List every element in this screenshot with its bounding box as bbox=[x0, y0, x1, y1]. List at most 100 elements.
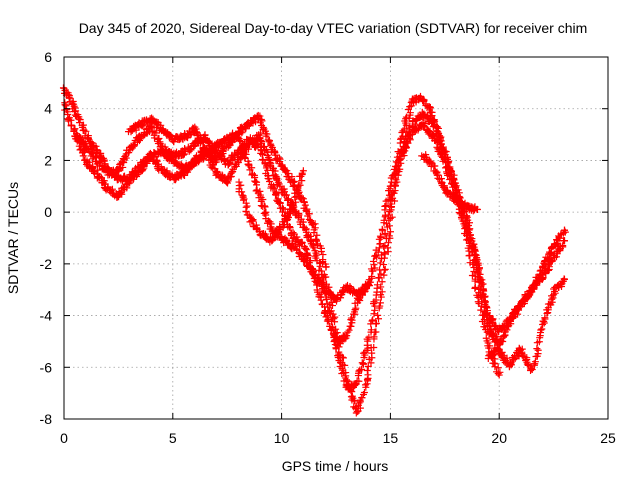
data-point bbox=[473, 258, 481, 266]
data-point bbox=[89, 164, 97, 172]
data-point bbox=[381, 202, 389, 210]
data-point bbox=[208, 142, 216, 150]
data-point bbox=[380, 261, 388, 269]
data-point bbox=[482, 302, 490, 310]
data-point bbox=[473, 206, 481, 214]
data-point bbox=[369, 316, 377, 324]
data-point bbox=[384, 196, 392, 204]
data-point bbox=[468, 237, 476, 245]
data-point bbox=[411, 120, 419, 128]
data-point bbox=[420, 122, 428, 130]
data-point bbox=[248, 217, 256, 225]
data-point bbox=[234, 134, 242, 142]
data-point bbox=[491, 363, 499, 371]
data-point bbox=[327, 290, 335, 298]
data-point bbox=[476, 275, 484, 283]
data-point bbox=[384, 239, 392, 247]
data-point bbox=[534, 346, 542, 354]
data-point bbox=[246, 166, 254, 174]
data-point bbox=[478, 317, 486, 325]
data-point bbox=[481, 297, 489, 305]
data-point bbox=[494, 369, 502, 377]
data-point bbox=[470, 268, 478, 276]
data-point bbox=[299, 167, 307, 175]
data-point bbox=[332, 345, 340, 353]
data-point bbox=[243, 202, 251, 210]
data-point bbox=[186, 131, 194, 139]
data-point bbox=[276, 225, 284, 233]
data-point bbox=[367, 359, 375, 367]
data-point bbox=[322, 263, 330, 271]
data-point bbox=[454, 186, 462, 194]
data-point bbox=[254, 111, 262, 119]
data-point bbox=[560, 275, 568, 283]
data-point bbox=[299, 253, 307, 261]
data-point bbox=[476, 264, 484, 272]
data-point bbox=[560, 226, 568, 234]
data-point bbox=[539, 274, 547, 282]
data-point bbox=[293, 233, 301, 241]
data-point bbox=[477, 306, 485, 314]
data-point bbox=[65, 93, 73, 101]
data-point bbox=[484, 354, 492, 362]
data-marks bbox=[59, 84, 569, 417]
data-point bbox=[559, 242, 567, 250]
data-point bbox=[383, 223, 391, 231]
data-point bbox=[237, 181, 245, 189]
data-point bbox=[478, 280, 486, 288]
data-point bbox=[462, 215, 470, 223]
data-point bbox=[365, 333, 373, 341]
data-point bbox=[514, 304, 522, 312]
data-point bbox=[528, 366, 536, 374]
data-point bbox=[378, 278, 386, 286]
data-point bbox=[329, 314, 337, 322]
data-point bbox=[381, 242, 389, 250]
data-point bbox=[272, 191, 280, 199]
data-point bbox=[375, 315, 383, 323]
data-point bbox=[538, 325, 546, 333]
data-point bbox=[168, 154, 176, 162]
data-point bbox=[282, 191, 290, 199]
data-point bbox=[386, 182, 394, 190]
data-point bbox=[439, 143, 447, 151]
data-point bbox=[202, 146, 210, 154]
data-point bbox=[531, 358, 539, 366]
y-tick-label: -8 bbox=[40, 411, 53, 427]
data-point bbox=[297, 172, 305, 180]
data-point bbox=[334, 352, 342, 360]
data-point bbox=[296, 181, 304, 189]
data-point bbox=[70, 108, 78, 116]
data-point bbox=[501, 328, 509, 336]
data-point bbox=[266, 161, 274, 169]
data-point bbox=[352, 409, 360, 417]
data-point bbox=[129, 142, 137, 150]
data-point bbox=[316, 262, 324, 270]
data-point bbox=[456, 210, 464, 218]
data-point bbox=[292, 193, 300, 201]
data-point bbox=[244, 160, 252, 168]
data-point bbox=[265, 136, 273, 144]
data-point bbox=[527, 367, 535, 375]
data-point bbox=[267, 142, 275, 150]
data-point bbox=[338, 369, 346, 377]
data-point bbox=[276, 182, 284, 190]
data-point bbox=[382, 235, 390, 243]
x-tick-label: 15 bbox=[383, 430, 399, 446]
data-point bbox=[355, 399, 363, 407]
data-point bbox=[117, 189, 125, 196]
data-point bbox=[327, 325, 335, 333]
data-point bbox=[471, 283, 479, 291]
data-point bbox=[359, 360, 367, 368]
data-point bbox=[474, 267, 482, 275]
data-point bbox=[405, 114, 413, 122]
data-point bbox=[284, 213, 292, 221]
y-axis-label: SDTVAR / TECUs bbox=[5, 182, 21, 294]
data-point bbox=[365, 281, 373, 289]
data-point bbox=[375, 274, 383, 282]
data-point bbox=[352, 304, 360, 312]
data-point bbox=[371, 252, 379, 260]
y-tick-label: 6 bbox=[44, 49, 52, 65]
data-point bbox=[356, 398, 364, 406]
x-tick-label: 20 bbox=[491, 430, 507, 446]
data-point bbox=[474, 259, 482, 267]
